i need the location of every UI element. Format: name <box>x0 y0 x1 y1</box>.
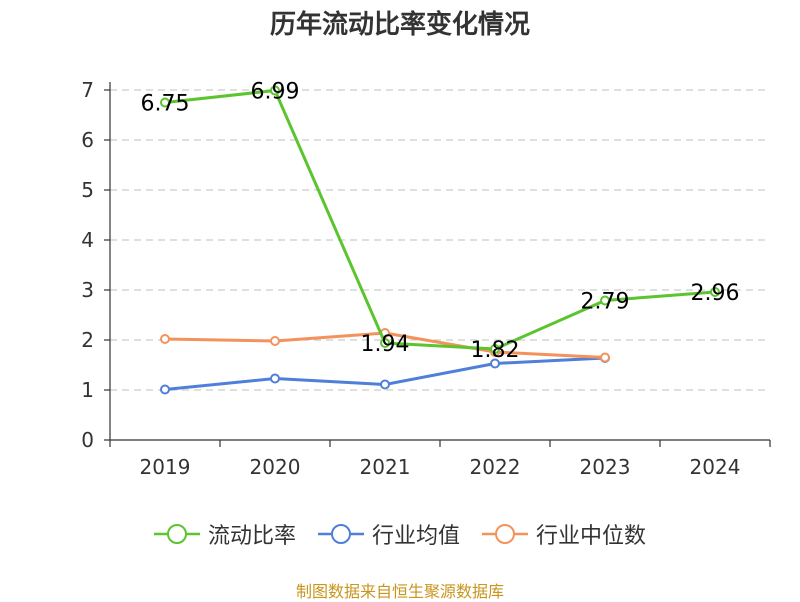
x-tick-label-2020: 2020 <box>250 455 301 479</box>
y-tick-label-2: 2 <box>81 328 94 352</box>
data-label-2022: 1.82 <box>471 338 520 363</box>
series-0-point-2021 <box>380 338 390 348</box>
legend-swatch-industry-mean <box>317 524 364 544</box>
series-2-point-2019 <box>160 334 170 344</box>
series-1-point-2020 <box>270 373 280 384</box>
legend-label-current-ratio: 流动比率 <box>207 524 296 549</box>
y-tick-label-5: 5 <box>81 178 94 202</box>
y-tick-label-4: 4 <box>81 228 94 252</box>
series-0-point-2023 <box>600 295 610 306</box>
legend-swatch-current-ratio <box>153 524 200 544</box>
legend-label-industry-mean: 行业均值 <box>371 524 460 549</box>
y-tick-label-1: 1 <box>81 378 94 402</box>
data-label-2019: 6.75 <box>141 92 190 117</box>
series-2-point-2020 <box>270 336 280 346</box>
series-line-0 <box>164 89 716 351</box>
legend-item-industry-median[interactable]: 行业中位数 <box>482 518 646 550</box>
y-tick-label-6: 6 <box>81 128 94 152</box>
series-0-point-2020 <box>270 85 280 96</box>
data-label-2021: 1.94 <box>361 332 410 357</box>
x-tick-label-2019: 2019 <box>140 455 191 479</box>
legend-swatch-industry-median <box>482 524 528 544</box>
series-1-point-2022 <box>490 358 500 369</box>
line-chart: 0 1 2 3 4 5 6 7 2019 2020 2021 2022 2023 2024 6.75 6.99… <box>81 78 771 479</box>
y-tick-label-7: 7 <box>81 78 94 102</box>
legend-item-industry-mean[interactable]: 行业均值 <box>317 518 460 550</box>
chart-title: 历年流动比率变化情况 <box>269 10 530 40</box>
series-0-point-2024 <box>710 287 720 297</box>
series-1-point-2019 <box>160 384 170 395</box>
x-tick-label-2024: 2024 <box>690 455 741 479</box>
x-tick-label-2023: 2023 <box>580 455 631 479</box>
data-label-2020: 6.99 <box>251 80 300 105</box>
x-tick-label-2021: 2021 <box>360 455 411 479</box>
series-1-point-2021 <box>380 379 390 390</box>
legend: 流动比率 行业均值 行业中位数 <box>0 518 800 550</box>
legend-item-current-ratio[interactable]: 流动比率 <box>153 518 296 550</box>
legend-label-industry-median: 行业中位数 <box>536 524 647 549</box>
data-source-note: 制图数据来自恒生聚源数据库 <box>295 582 504 601</box>
series-2-point-2023 <box>600 352 610 363</box>
x-tick-label-2022: 2022 <box>470 455 521 479</box>
y-tick-label-0: 0 <box>81 428 94 452</box>
y-tick-label-3: 3 <box>81 278 94 302</box>
data-label-2023: 2.79 <box>581 290 630 315</box>
data-label-2024: 2.96 <box>691 281 740 306</box>
series-0-point-2019 <box>160 97 170 108</box>
series-0-point-2022 <box>490 344 500 354</box>
